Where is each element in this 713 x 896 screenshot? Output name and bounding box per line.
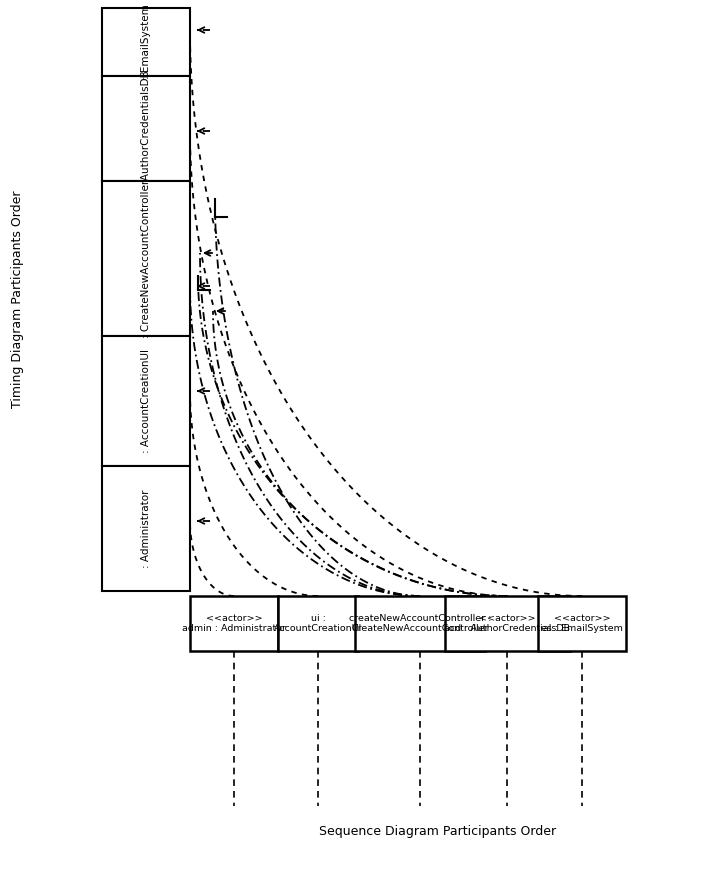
Text: : Administrator: : Administrator [141,489,151,568]
Bar [102,8,190,76]
Text: <<actor>>
admin : Administrator: <<actor>> admin : Administrator [182,614,286,633]
Bar [445,596,570,651]
Text: <<actor>>
es : EmailSystem: <<actor>> es : EmailSystem [541,614,623,633]
Bar [102,181,190,336]
Bar [190,596,278,651]
Text: ui :
AccountCreationUI: ui : AccountCreationUI [274,614,362,633]
Bar [538,596,626,651]
Text: Timing Diagram Participants Order: Timing Diagram Participants Order [11,191,24,409]
Bar [102,336,190,466]
Text: Sequence Diagram Participants Order: Sequence Diagram Participants Order [319,824,557,838]
Text: : AuthorCredentialsDB: : AuthorCredentialsDB [141,70,151,187]
Text: : EmailSystem: : EmailSystem [141,4,151,80]
Bar [102,466,190,591]
Bar [355,596,485,651]
Text: <<actor>>
acd : AuthorCredentialsDB: <<actor>> acd : AuthorCredentialsDB [444,614,570,633]
Bar [278,596,358,651]
Text: createNewAccountController :
CreateNewAccountController: createNewAccountController : CreateNewAc… [349,614,491,633]
Bar [102,76,190,181]
Text: : CreateNewAccountController: : CreateNewAccountController [141,179,151,338]
Text: : AccountCreationUI: : AccountCreationUI [141,349,151,453]
